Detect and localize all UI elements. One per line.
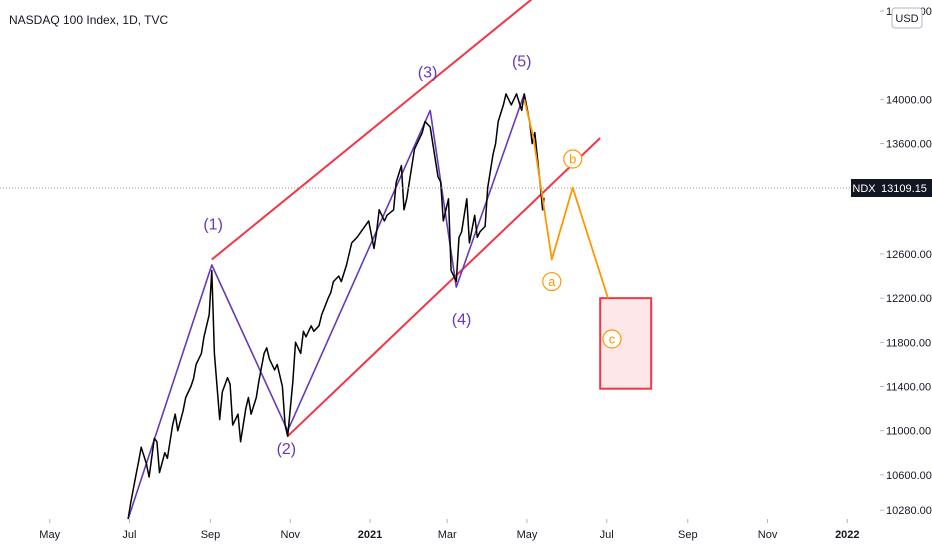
y-tick-label: 12600.00 xyxy=(886,249,932,261)
wave-label-4: (4) xyxy=(452,312,472,329)
currency-badge[interactable]: USD xyxy=(891,7,923,29)
x-tick-label: Jul xyxy=(600,529,614,541)
channel-layer xyxy=(211,0,601,437)
wave-layer xyxy=(127,93,526,520)
y-tick-label: 13600.00 xyxy=(886,139,932,151)
abc-circle-c xyxy=(602,329,622,349)
label-layer: (1) (2) (3) (4) (5) a b c xyxy=(203,53,622,458)
symbol-tag xyxy=(851,179,877,197)
x-tick-label: Sep xyxy=(678,529,698,541)
projection-path xyxy=(523,99,609,299)
abc-label-b: b xyxy=(569,152,576,167)
projection-layer xyxy=(523,99,609,299)
abc-label-a: a xyxy=(548,274,556,289)
wave-label-1: (1) xyxy=(203,217,223,234)
y-tick-label: 11800.00 xyxy=(886,337,931,349)
x-tick-label: Nov xyxy=(758,529,778,541)
wave-label-3: (3) xyxy=(418,64,438,81)
x-tick-label: Sep xyxy=(201,529,221,541)
elliott-wave-path xyxy=(127,93,526,520)
x-tick-label: 2022 xyxy=(835,529,859,541)
x-tick-label: May xyxy=(517,529,538,541)
y-tick-label: 10280.00 xyxy=(886,505,932,517)
chart-title: NASDAQ 100 Index, 1D, TVC xyxy=(9,13,169,27)
y-tick-label: 10600.00 xyxy=(886,470,932,482)
x-tick-label: 2021 xyxy=(358,529,382,541)
abc-circle-b xyxy=(563,149,583,169)
symbol-label: NDX xyxy=(852,183,876,195)
price-layer xyxy=(0,93,880,520)
x-axis[interactable]: May Jul Sep Nov 2021 Mar May Jul Sep Nov 2022 xyxy=(39,519,860,541)
x-tick-label: Mar xyxy=(438,529,457,541)
last-price-marker: NDX 13109.15 xyxy=(851,179,932,197)
channel-upper-line xyxy=(211,0,533,261)
x-tick-label: Nov xyxy=(281,529,301,541)
currency-badge-frame xyxy=(891,7,923,29)
currency-label: USD xyxy=(895,13,918,25)
wave-label-5: (5) xyxy=(512,53,532,70)
y-tick-label: 14000.00 xyxy=(886,94,932,106)
wave-label-2: (2) xyxy=(277,441,297,458)
abc-label-c: c xyxy=(609,332,616,347)
price-line xyxy=(127,93,545,520)
y-tick-label: 12200.00 xyxy=(886,293,932,305)
last-price-tag xyxy=(877,179,932,197)
y-tick-label: 11400.00 xyxy=(886,381,931,393)
last-price-value: 13109.15 xyxy=(881,183,927,195)
x-tick-label: May xyxy=(39,529,60,541)
abc-circle-a xyxy=(542,271,562,292)
x-tick-label: Jul xyxy=(122,529,136,541)
y-tick-label: 11000.00 xyxy=(886,426,931,438)
channel-lower-line xyxy=(286,137,601,437)
